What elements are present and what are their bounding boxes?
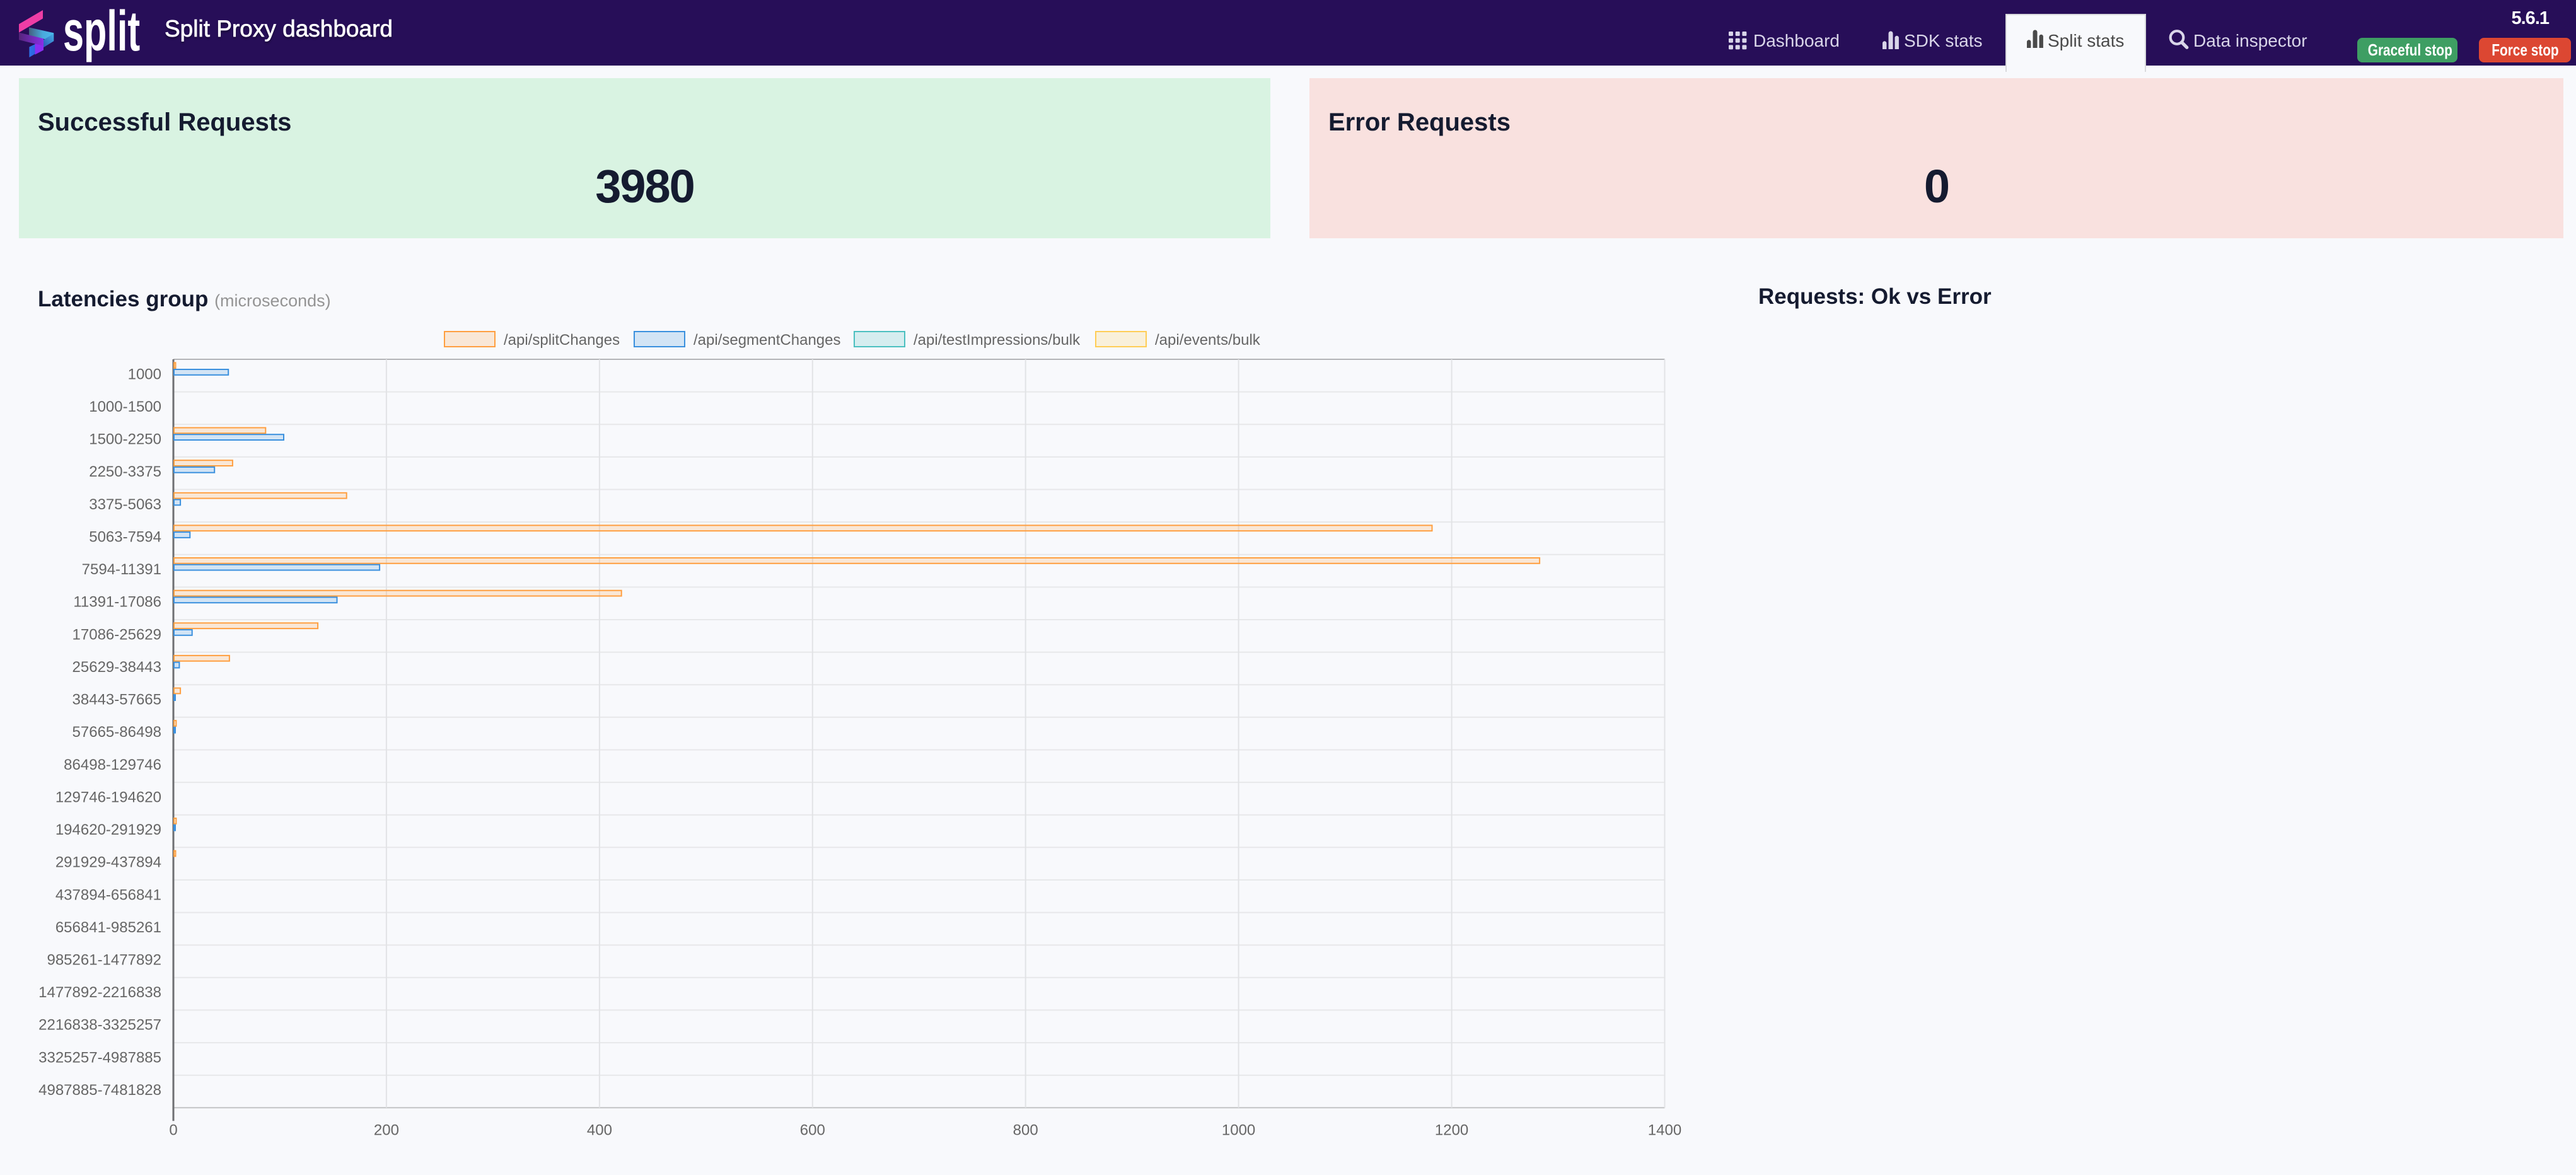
svg-text:57665-86498: 57665-86498 [73, 724, 161, 741]
svg-text:7594-11391: 7594-11391 [82, 561, 161, 578]
svg-text:2216838-3325257: 2216838-3325257 [38, 1017, 161, 1034]
svg-text:11391-17086: 11391-17086 [73, 594, 161, 611]
svg-text:25629-38443: 25629-38443 [73, 659, 161, 676]
svg-text:400: 400 [587, 1122, 612, 1139]
svg-text:985261-1477892: 985261-1477892 [47, 952, 161, 969]
svg-text:3375-5063: 3375-5063 [89, 496, 161, 513]
svg-text:600: 600 [800, 1122, 825, 1139]
svg-text:/api/segmentChanges: /api/segmentChanges [693, 332, 840, 349]
svg-text:/api/splitChanges: /api/splitChanges [504, 332, 620, 349]
svg-text:1477892-2216838: 1477892-2216838 [38, 984, 161, 1001]
svg-text:800: 800 [1013, 1122, 1038, 1139]
svg-text:3325257-4987885: 3325257-4987885 [38, 1049, 161, 1066]
svg-text:1000: 1000 [1222, 1122, 1255, 1139]
svg-text:4987885-7481828: 4987885-7481828 [38, 1082, 161, 1099]
svg-text:0: 0 [169, 1122, 177, 1139]
svg-text:194620-291929: 194620-291929 [55, 821, 161, 838]
svg-text:129746-194620: 129746-194620 [55, 789, 161, 806]
svg-text:1500-2250: 1500-2250 [89, 431, 161, 448]
svg-text:1400: 1400 [1648, 1122, 1681, 1139]
svg-text:1000: 1000 [128, 366, 161, 383]
svg-text:/api/events/bulk: /api/events/bulk [1155, 332, 1261, 349]
svg-text:38443-57665: 38443-57665 [73, 692, 161, 709]
svg-text:200: 200 [374, 1122, 399, 1139]
svg-text:291929-437894: 291929-437894 [55, 854, 161, 871]
svg-text:656841-985261: 656841-985261 [55, 919, 161, 936]
svg-text:2250-3375: 2250-3375 [89, 463, 161, 480]
svg-text:437894-656841: 437894-656841 [55, 886, 161, 903]
svg-text:1000-1500: 1000-1500 [89, 398, 161, 415]
svg-text:5063-7594: 5063-7594 [89, 528, 161, 545]
svg-text:86498-129746: 86498-129746 [64, 756, 161, 773]
svg-text:17086-25629: 17086-25629 [73, 626, 161, 643]
svg-text:/api/testImpressions/bulk: /api/testImpressions/bulk [914, 332, 1081, 349]
svg-text:1200: 1200 [1435, 1122, 1468, 1139]
